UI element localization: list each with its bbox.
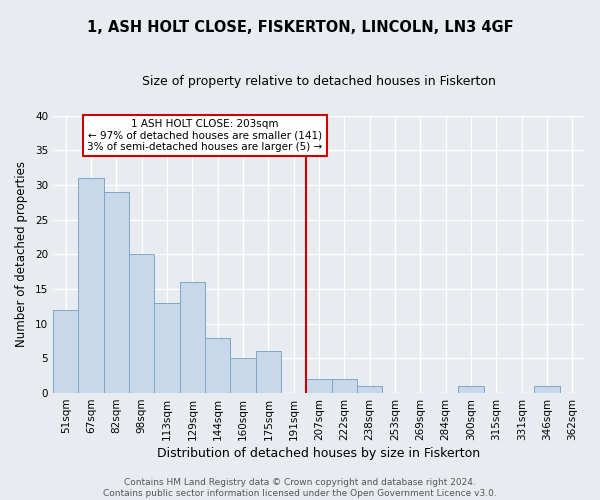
Bar: [205, 338, 230, 393]
Bar: [79, 178, 104, 393]
X-axis label: Distribution of detached houses by size in Fiskerton: Distribution of detached houses by size …: [157, 447, 481, 460]
Text: 1 ASH HOLT CLOSE: 203sqm
← 97% of detached houses are smaller (141)
3% of semi-d: 1 ASH HOLT CLOSE: 203sqm ← 97% of detach…: [88, 119, 323, 152]
Text: Contains HM Land Registry data © Crown copyright and database right 2024.
Contai: Contains HM Land Registry data © Crown c…: [103, 478, 497, 498]
Bar: [332, 379, 357, 393]
Bar: [458, 386, 484, 393]
Bar: [230, 358, 256, 393]
Bar: [535, 386, 560, 393]
Bar: [53, 310, 79, 393]
Y-axis label: Number of detached properties: Number of detached properties: [15, 162, 28, 348]
Bar: [104, 192, 129, 393]
Bar: [256, 352, 281, 393]
Bar: [357, 386, 382, 393]
Text: 1, ASH HOLT CLOSE, FISKERTON, LINCOLN, LN3 4GF: 1, ASH HOLT CLOSE, FISKERTON, LINCOLN, L…: [86, 20, 514, 35]
Bar: [180, 282, 205, 393]
Bar: [154, 303, 180, 393]
Title: Size of property relative to detached houses in Fiskerton: Size of property relative to detached ho…: [142, 75, 496, 88]
Bar: [129, 254, 154, 393]
Bar: [307, 379, 332, 393]
